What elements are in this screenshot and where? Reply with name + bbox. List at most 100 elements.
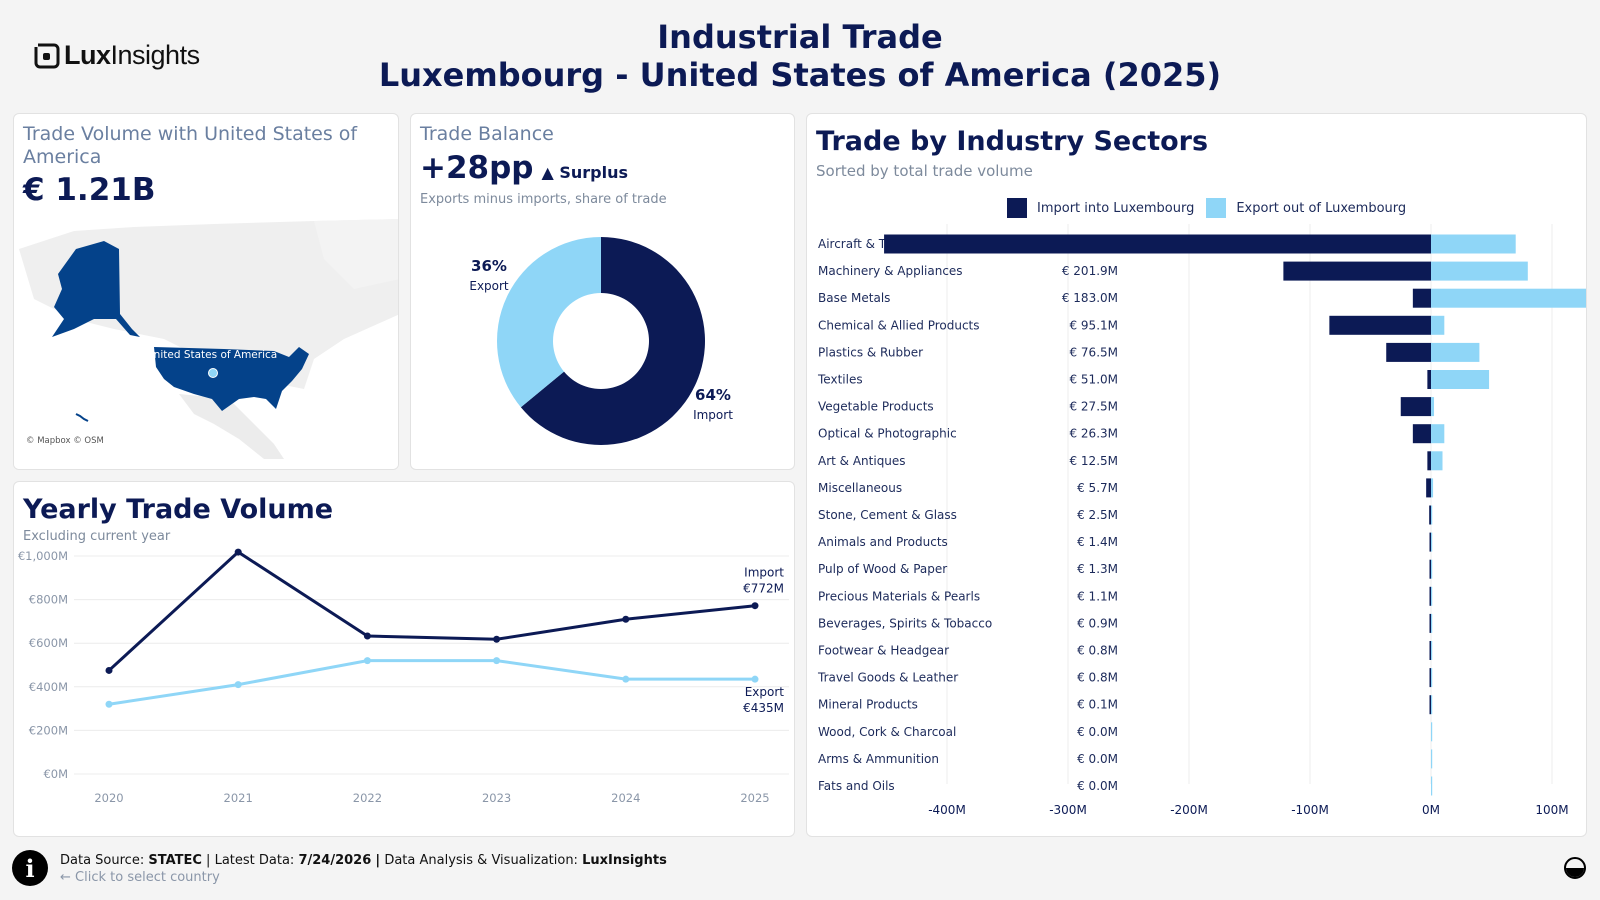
data-point-export[interactable]: [234, 681, 242, 689]
donut-slice-import[interactable]: [520, 237, 705, 445]
yearly-chart[interactable]: €0M €200M €400M €600M €800M €1,000M 2020 2021 20…: [14, 548, 794, 836]
sector-total: € 183.0M: [1062, 291, 1118, 305]
trade-balance-donut[interactable]: 36% Export 64% Import: [411, 219, 796, 469]
map-credit[interactable]: © Mapbox © OSM: [26, 436, 104, 446]
donut-slice-export[interactable]: [497, 237, 601, 408]
legend-export-label: Export out of Luxembourg: [1236, 200, 1407, 216]
bar-import[interactable]: [1386, 342, 1431, 362]
sector-label: Travel Goods & Leather: [817, 671, 958, 685]
us-location-marker[interactable]: [208, 368, 218, 378]
bar-export[interactable]: [1431, 505, 1433, 525]
luxinsights-logo[interactable]: LuxInsights: [32, 40, 200, 71]
bar-export[interactable]: [1431, 315, 1445, 335]
bar-export[interactable]: [1431, 451, 1443, 471]
x-tick-label: 2025: [740, 791, 769, 805]
bar-export[interactable]: [1431, 424, 1445, 444]
bar-export[interactable]: [1431, 288, 1586, 308]
bar-import[interactable]: [1426, 478, 1431, 498]
bar-import[interactable]: [1429, 505, 1431, 525]
data-point-export[interactable]: [363, 657, 371, 665]
bar-import[interactable]: [1412, 288, 1431, 308]
bar-import[interactable]: [1427, 451, 1431, 471]
bar-import[interactable]: [1429, 586, 1432, 606]
bar-export[interactable]: [1431, 586, 1433, 606]
bar-import[interactable]: [1427, 370, 1431, 389]
bar-import[interactable]: [1429, 695, 1432, 715]
sectors-subtitle: Sorted by total trade volume: [816, 162, 1033, 180]
sector-total: € 1.4M: [1077, 535, 1118, 549]
bar-import[interactable]: [1412, 424, 1431, 444]
data-point-import[interactable]: [622, 615, 630, 623]
data-point-import[interactable]: [751, 602, 759, 610]
bar-import[interactable]: [1329, 315, 1431, 335]
bar-export[interactable]: [1431, 776, 1433, 796]
x-tick-label: 2020: [94, 791, 123, 805]
bar-export[interactable]: [1431, 342, 1480, 362]
bar-import[interactable]: [1429, 532, 1432, 552]
contiguous-us-shape: [154, 347, 309, 411]
bar-export[interactable]: [1431, 478, 1434, 498]
import-end-label: Import: [744, 566, 784, 580]
bar-export[interactable]: [1431, 722, 1433, 742]
y-tick-label: €1,000M: [18, 549, 68, 563]
series-line-import[interactable]: [107, 550, 756, 672]
bar-import[interactable]: [1283, 261, 1431, 281]
bar-export[interactable]: [1431, 613, 1433, 633]
data-point-import[interactable]: [363, 632, 371, 640]
legend-export[interactable]: Export out of Luxembourg: [1206, 198, 1406, 218]
bar-import[interactable]: [1400, 397, 1431, 417]
data-point-import[interactable]: [493, 635, 501, 643]
legend-import[interactable]: Import into Luxembourg: [1007, 198, 1194, 218]
data-point-import[interactable]: [105, 666, 113, 674]
page-title-line2: Luxembourg - United States of America (2…: [378, 56, 1222, 94]
yearly-card: Yearly Trade Volume Excluding current ye…: [13, 481, 795, 837]
series-line-export[interactable]: [108, 659, 755, 706]
sector-label: Precious Materials & Pearls: [818, 589, 980, 603]
yearly-title: Yearly Trade Volume: [23, 494, 334, 525]
y-tick-label: €0M: [43, 767, 68, 781]
trade-balance-value: +28pp: [420, 150, 534, 186]
surplus-indicator: ▲ Surplus: [541, 163, 629, 182]
bar-import[interactable]: [1429, 559, 1432, 579]
bar-export[interactable]: [1431, 641, 1433, 660]
bar-import[interactable]: [884, 234, 1431, 254]
sector-total: € 95.1M: [1069, 318, 1118, 332]
us-map[interactable]: United States of America © Mapbox © OSM: [14, 219, 399, 469]
bar-export[interactable]: [1431, 668, 1433, 688]
trade-volume-title: Trade Volume with United States of Ameri…: [23, 123, 358, 168]
trade-volume-card: Trade Volume with United States of Ameri…: [13, 113, 399, 470]
sector-label: Wood, Cork & Charcoal: [818, 725, 956, 739]
bar-export[interactable]: [1431, 749, 1433, 769]
sector-label: Art & Antiques: [818, 454, 906, 468]
donut-export-label: Export: [469, 279, 509, 293]
bar-import[interactable]: [1429, 613, 1432, 633]
data-point-export[interactable]: [105, 700, 113, 708]
x-tick-label: 2021: [224, 791, 253, 805]
bar-export[interactable]: [1431, 234, 1516, 254]
x-tick-label: 100M: [1535, 803, 1568, 817]
donut-import-label: Import: [693, 408, 733, 422]
data-point-export[interactable]: [751, 675, 759, 683]
data-point-import[interactable]: [234, 548, 242, 556]
bar-import[interactable]: [1429, 668, 1432, 688]
select-country-link[interactable]: ← Click to select country: [60, 870, 220, 885]
data-point-export[interactable]: [622, 675, 630, 683]
theme-toggle-icon[interactable]: [1564, 857, 1586, 879]
sector-total: € 76.5M: [1069, 345, 1118, 359]
bar-export[interactable]: [1431, 397, 1435, 417]
data-point-export[interactable]: [493, 657, 501, 665]
sector-label: Pulp of Wood & Paper: [818, 562, 947, 576]
bar-export[interactable]: [1431, 261, 1528, 281]
sector-label: Animals and Products: [818, 535, 948, 549]
info-icon[interactable]: i: [12, 850, 48, 886]
bar-export[interactable]: [1431, 370, 1490, 389]
bar-export[interactable]: [1431, 532, 1433, 552]
bar-export[interactable]: [1431, 559, 1433, 579]
bar-export[interactable]: [1431, 695, 1433, 715]
bar-import[interactable]: [1429, 641, 1432, 660]
sector-total: € 0.8M: [1077, 644, 1118, 658]
sector-total: € 26.3M: [1069, 427, 1118, 441]
sector-total: € 0.1M: [1077, 698, 1118, 712]
donut-export-pct: 36%: [471, 257, 507, 275]
